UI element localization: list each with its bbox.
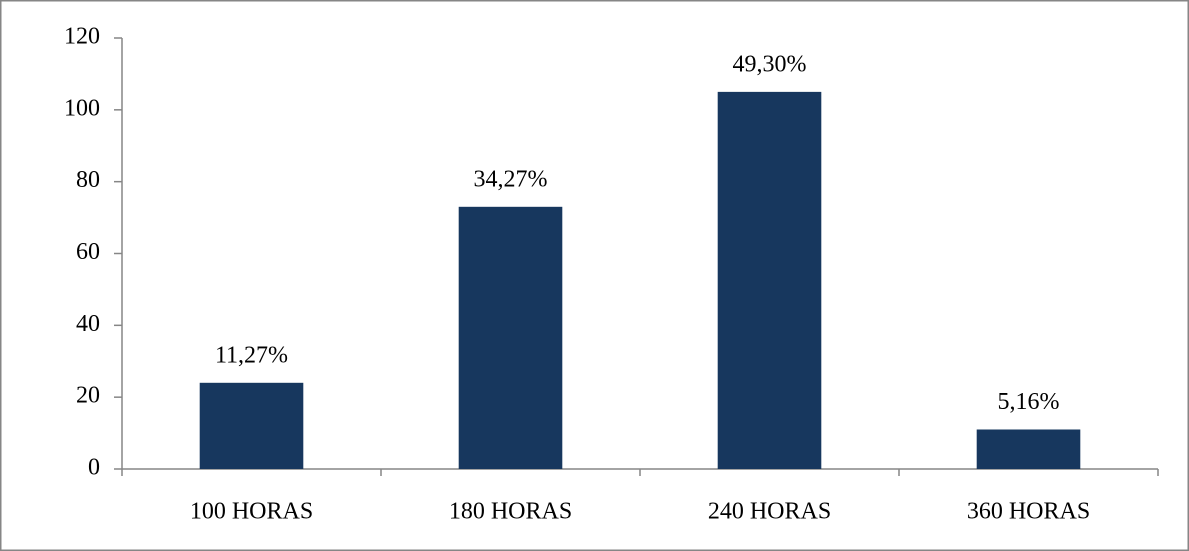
y-tick-label: 100	[64, 95, 100, 121]
bar	[458, 206, 563, 469]
x-tick-label: 100 HORAS	[190, 499, 313, 525]
data-label: 34,27%	[474, 166, 548, 192]
y-tick-label: 60	[76, 239, 100, 265]
y-tick-label: 80	[76, 167, 100, 193]
bar	[717, 91, 822, 469]
y-tick-label: 120	[64, 24, 100, 50]
y-tick-label: 20	[76, 383, 100, 409]
y-tick-label: 0	[88, 455, 100, 481]
data-label: 49,30%	[733, 51, 807, 77]
x-tick-label: 240 HORAS	[708, 499, 831, 525]
bar	[976, 429, 1081, 469]
y-tick-label: 40	[76, 311, 100, 337]
bar	[199, 382, 304, 469]
x-tick-label: 180 HORAS	[449, 499, 572, 525]
data-label: 5,16%	[998, 389, 1060, 415]
x-tick-label: 360 HORAS	[967, 499, 1090, 525]
data-label: 11,27%	[215, 342, 288, 368]
